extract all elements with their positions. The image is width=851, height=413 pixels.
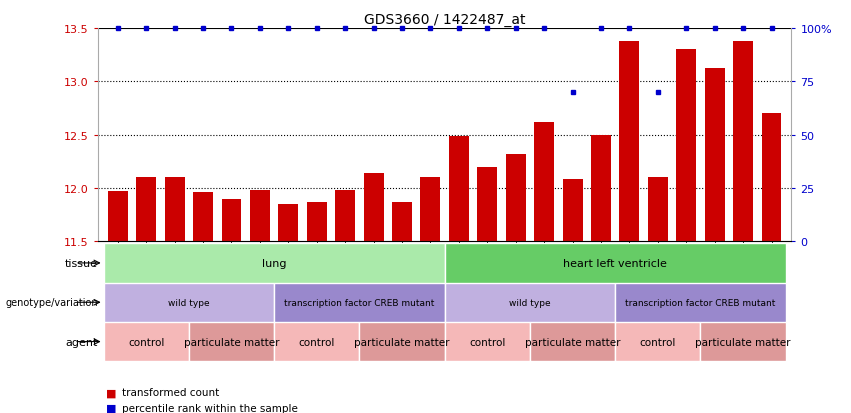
Text: particulate matter: particulate matter: [184, 337, 279, 347]
Bar: [307, 202, 327, 242]
Text: particulate matter: particulate matter: [695, 337, 791, 347]
Text: particulate matter: particulate matter: [354, 337, 450, 347]
Bar: [359, 322, 445, 361]
Text: control: control: [128, 337, 164, 347]
Text: heart left ventricle: heart left ventricle: [563, 258, 667, 268]
Bar: [700, 322, 785, 361]
Text: control: control: [299, 337, 335, 347]
Bar: [620, 42, 639, 242]
Title: GDS3660 / 1422487_at: GDS3660 / 1422487_at: [364, 12, 525, 26]
Bar: [108, 192, 128, 242]
Bar: [762, 114, 781, 242]
Bar: [221, 199, 242, 242]
Bar: [445, 244, 785, 283]
Bar: [104, 322, 189, 361]
Bar: [477, 167, 497, 242]
Bar: [193, 193, 213, 242]
Text: transcription factor CREB mutant: transcription factor CREB mutant: [625, 298, 775, 307]
Text: transcription factor CREB mutant: transcription factor CREB mutant: [284, 298, 435, 307]
Text: wild type: wild type: [509, 298, 551, 307]
Bar: [104, 283, 274, 322]
Bar: [250, 190, 270, 242]
Text: ■: ■: [106, 387, 117, 397]
Bar: [136, 178, 156, 242]
Bar: [677, 50, 696, 242]
Bar: [734, 42, 753, 242]
Bar: [164, 178, 185, 242]
Text: percentile rank within the sample: percentile rank within the sample: [122, 403, 298, 413]
Bar: [563, 180, 582, 242]
Bar: [505, 154, 526, 242]
Text: genotype/variation: genotype/variation: [5, 297, 98, 308]
Bar: [530, 322, 615, 361]
Text: wild type: wild type: [168, 298, 209, 307]
Bar: [274, 322, 359, 361]
Bar: [335, 190, 355, 242]
Text: lung: lung: [262, 258, 286, 268]
Text: control: control: [469, 337, 505, 347]
Bar: [591, 135, 611, 242]
Text: particulate matter: particulate matter: [525, 337, 620, 347]
Bar: [615, 322, 700, 361]
Bar: [648, 178, 668, 242]
Text: control: control: [640, 337, 676, 347]
Bar: [104, 244, 445, 283]
Bar: [189, 322, 274, 361]
Text: agent: agent: [66, 337, 98, 347]
Text: ■: ■: [106, 403, 117, 413]
Bar: [420, 178, 440, 242]
Bar: [278, 204, 298, 242]
Bar: [705, 69, 725, 242]
Bar: [534, 123, 554, 242]
Bar: [445, 322, 530, 361]
Bar: [615, 283, 785, 322]
Text: tissue: tissue: [65, 258, 98, 268]
Text: transformed count: transformed count: [122, 387, 219, 397]
Bar: [274, 283, 445, 322]
Bar: [363, 173, 384, 242]
Bar: [445, 283, 615, 322]
Bar: [449, 136, 469, 242]
Bar: [392, 202, 412, 242]
